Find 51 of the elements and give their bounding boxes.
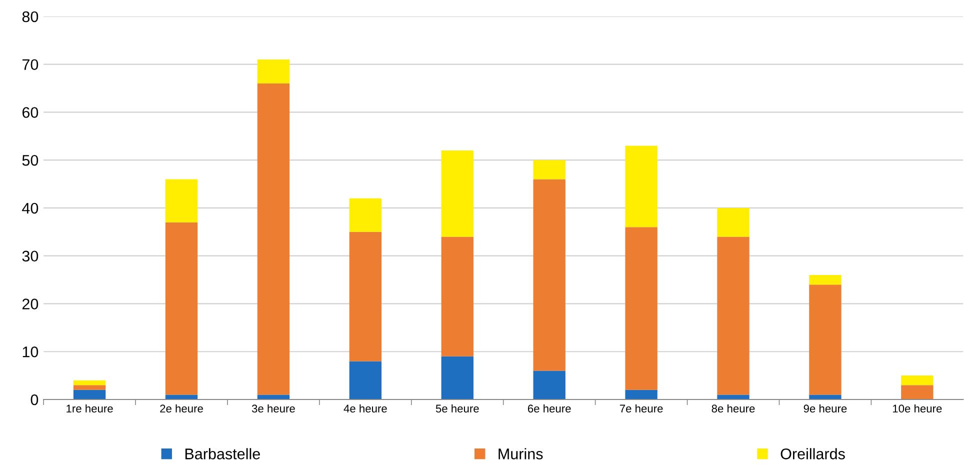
bar (257, 83, 290, 395)
legend-label: Oreillards (780, 448, 845, 460)
bar (717, 236, 750, 395)
bar (717, 394, 750, 400)
bar (165, 179, 198, 222)
x-tick-label: 9e heure (804, 404, 847, 413)
x-tick-label: 6e heure (528, 404, 571, 413)
bar (165, 222, 198, 395)
x-tick-label: 5e heure (436, 404, 479, 413)
legend-label: Murins (498, 448, 543, 460)
y-tick-label: 40 (22, 202, 38, 214)
x-tick-label: 1re heure (66, 404, 113, 413)
bar (73, 385, 106, 390)
x-tick-label: 4e heure (344, 404, 387, 413)
bar (73, 380, 106, 386)
x-tick-label: 8e heure (712, 404, 755, 413)
x-tick-label: 2e heure (160, 404, 203, 413)
bar (809, 275, 842, 285)
bar (901, 385, 934, 400)
bar (441, 356, 474, 400)
bar (533, 160, 566, 180)
y-tick-label: 10 (22, 346, 38, 358)
bar (73, 390, 106, 400)
bar (441, 236, 474, 356)
bar (901, 376, 934, 386)
x-tick-label: 3e heure (252, 404, 295, 413)
bar (257, 394, 290, 400)
y-tick-label: 30 (22, 250, 38, 262)
x-tick-label: 7e heure (620, 404, 663, 413)
bar (717, 208, 750, 237)
bar (349, 232, 382, 362)
bar (165, 394, 198, 400)
bar (625, 146, 658, 228)
bar (533, 179, 566, 371)
bar (809, 284, 842, 395)
legend-label: Barbastelle (185, 448, 260, 460)
bar (349, 198, 382, 232)
y-tick-label: 0 (30, 394, 38, 406)
bar (625, 227, 658, 390)
y-tick-label: 70 (22, 59, 38, 70)
bar (809, 394, 842, 400)
bar (257, 60, 290, 84)
bar (625, 390, 658, 400)
x-tick-label: 10e heure (893, 404, 942, 413)
y-tick-label: 80 (22, 11, 38, 22)
bar (441, 150, 474, 237)
bar (533, 370, 566, 400)
y-tick-label: 20 (22, 298, 38, 310)
y-tick-label: 50 (22, 154, 38, 166)
y-tick-label: 60 (22, 107, 38, 118)
bar (349, 361, 382, 400)
